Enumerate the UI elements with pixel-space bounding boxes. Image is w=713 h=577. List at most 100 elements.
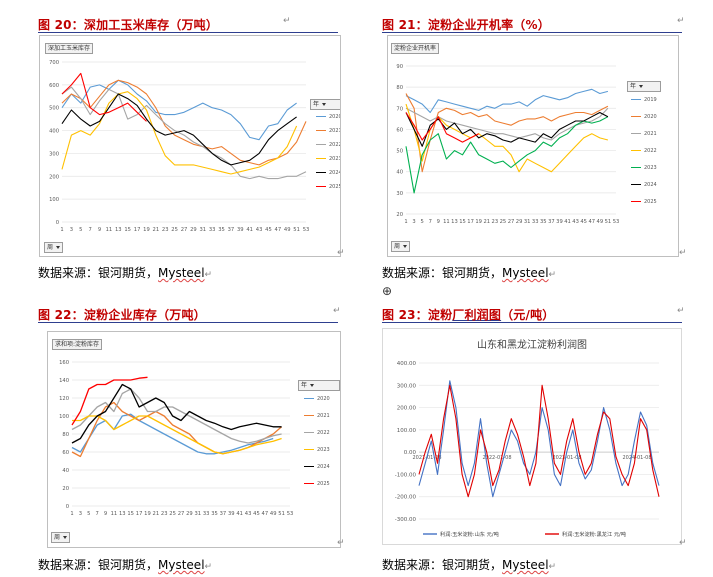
paragraph-mark-icon: ↵ — [677, 16, 685, 26]
chart-20-legend-label: 2023 — [329, 156, 341, 162]
chart-22-year-filter[interactable]: 年 — [298, 380, 340, 391]
chart-20-legend-swatch — [316, 129, 326, 132]
chart-22-x-tick-label: 31 — [194, 511, 201, 517]
chart-22-legend-item[interactable]: 2022 — [304, 430, 330, 436]
chart-21-week-filter[interactable]: 周 — [391, 241, 411, 252]
chart-22-x-tick-label: 7 — [95, 511, 98, 517]
chart-20-x-tick-label: 47 — [275, 227, 282, 233]
paragraph-mark-icon: ↵ — [679, 248, 687, 258]
chart-21-legend-item[interactable]: 2022 — [631, 148, 657, 154]
chart-21-x-tick-label: 19 — [475, 219, 482, 225]
chart-21-legend-item[interactable]: 2019 — [631, 97, 657, 103]
chart-22-legend-swatch — [304, 482, 314, 485]
chart-23-x-tick-label: 2024-01-08 — [622, 455, 651, 461]
figure-22-rule — [38, 322, 338, 323]
chart-22-legend-label: 2022 — [317, 430, 330, 436]
chart-21-x-tick-label: 29 — [516, 219, 523, 225]
chart-21-legend-label: 2020 — [644, 114, 657, 120]
chart-22-legend-item[interactable]: 2020 — [304, 396, 330, 402]
chart-21-legend-item[interactable]: 2020 — [631, 114, 657, 120]
figure-23-heading-link[interactable]: 厂利润图 — [452, 308, 502, 322]
chart-20-series-2025 — [61, 72, 147, 122]
chart-20-x-tick-label: 7 — [88, 227, 91, 233]
chart-22-title-chip[interactable]: 求和项:淀粉库存 — [52, 339, 103, 350]
chart-22-legend-item[interactable]: 2025 — [304, 481, 330, 487]
chart-20-x-tick-label: 11 — [106, 227, 113, 233]
chart-20-y-tick-label: 600 — [49, 83, 59, 89]
chevron-down-icon — [63, 536, 68, 539]
chart-20-legend-item[interactable]: 2022 — [316, 142, 341, 148]
chart-20-y-tick-label: 500 — [49, 106, 59, 112]
chart-20-x-tick-label: 29 — [190, 227, 197, 233]
chart-20-legend-swatch — [316, 143, 326, 146]
chart-20-x-tick-label: 41 — [246, 227, 253, 233]
chart-21-legend-item[interactable]: 2025 — [631, 199, 657, 205]
figure-21-heading: 图 21：淀粉企业开机率（%） — [382, 18, 550, 32]
chart-21-x-tick-label: 37 — [548, 219, 555, 225]
chart-22-legend-swatch — [304, 448, 314, 451]
chart-21-x-tick-label: 45 — [580, 219, 587, 225]
chart-20-series-2024 — [61, 93, 297, 166]
chart-20-y-tick-label: 100 — [49, 197, 59, 203]
chart-21-x-tick-label: 51 — [605, 219, 612, 225]
chart-20-legend-item[interactable]: 2024 — [316, 170, 340, 176]
figure-21-source: 数据来源：银河期货，Mysteel↵ — [382, 266, 557, 280]
chart-20-legend-item[interactable]: 2020 — [316, 114, 340, 120]
chart-21-legend-item[interactable]: 2021 — [631, 131, 657, 137]
chart-20-x-tick-label: 35 — [218, 227, 225, 233]
chevron-down-icon — [403, 245, 408, 248]
chart-22-x-tick-label: 13 — [119, 511, 126, 517]
figure-22-source-brand: Mysteel — [158, 558, 205, 572]
chart-22-legend-item[interactable]: 2021 — [304, 413, 330, 419]
chart-22-x-tick-label: 53 — [287, 511, 294, 517]
chart-21-y-tick-label: 50 — [396, 149, 403, 155]
chart-20-x-tick-label: 23 — [162, 227, 169, 233]
chart-22-x-tick-label: 43 — [245, 511, 252, 517]
chart-21-x-tick-label: 5 — [420, 219, 423, 225]
chart-21-series-2023 — [405, 116, 609, 194]
chart-21-legend-item[interactable]: 2024 — [631, 182, 657, 188]
chart-20-legend-item[interactable]: 2021 — [316, 128, 340, 134]
chart-20-week-filter[interactable]: 周 — [44, 242, 64, 253]
chart-21-legend-label: 2025 — [644, 199, 657, 205]
figure-23-heading-prefix: 图 23：淀粉 — [382, 308, 453, 322]
chart-21-legend-item[interactable]: 2023 — [631, 165, 657, 171]
figure-20-source-label: 数据来源：银河期货， — [38, 266, 159, 280]
chart-22-week-filter[interactable]: 周 — [51, 532, 71, 543]
figure-20-source-brand: Mysteel — [158, 266, 205, 280]
chart-20-x-tick-label: 21 — [153, 227, 160, 233]
chart-21-x-tick-label: 35 — [540, 219, 547, 225]
chart-22-legend-item[interactable]: 2024 — [304, 464, 330, 470]
chart-22-series-2021 — [71, 401, 283, 458]
chart-20-title-chip[interactable]: 深加工玉米库存 — [45, 43, 94, 54]
chart-20-x-tick-label: 53 — [303, 227, 310, 233]
chart-20-year-filter[interactable]: 年 — [310, 99, 340, 110]
chart-21-week-label: 周 — [394, 243, 401, 250]
move-handle-icon[interactable]: ⊕ — [382, 284, 393, 298]
chart-22-y-tick-label: 60 — [62, 450, 69, 456]
paragraph-mark-icon: ↵ — [677, 306, 685, 316]
chart-20-legend-item[interactable]: 2023 — [316, 156, 341, 162]
chart-21-y-tick-label: 90 — [396, 64, 403, 70]
chart-23-series-line — [418, 380, 660, 498]
chart-20-legend-item[interactable]: 2025 — [316, 184, 340, 190]
chart-21-x-tick-label: 43 — [572, 219, 579, 225]
chart-21-legend-swatch — [631, 115, 641, 118]
chart-22-x-tick-label: 39 — [228, 511, 235, 517]
chart-20-legend-swatch — [316, 115, 326, 118]
chart-20-x-tick-label: 31 — [199, 227, 206, 233]
chart-21-title-chip[interactable]: 淀粉企业开机率 — [391, 43, 440, 54]
chart-21-year-filter[interactable]: 年 — [627, 81, 661, 92]
chart-21-series-2019 — [405, 88, 609, 114]
chart-21-y-tick-label: 60 — [396, 127, 403, 133]
chevron-down-icon — [56, 246, 61, 249]
chart-20-legend-label: 2022 — [329, 142, 341, 148]
chart-22-legend-item[interactable]: 2023 — [304, 447, 330, 453]
chart-21-x-tick-label: 11 — [443, 219, 450, 225]
chart-21-legend-label: 2023 — [644, 165, 657, 171]
chart-20-series-2022 — [61, 86, 307, 180]
chart-22-legend-swatch — [304, 414, 314, 417]
chart-22-legend-label: 2023 — [317, 447, 330, 453]
chart-20-x-tick-label: 49 — [284, 227, 291, 233]
